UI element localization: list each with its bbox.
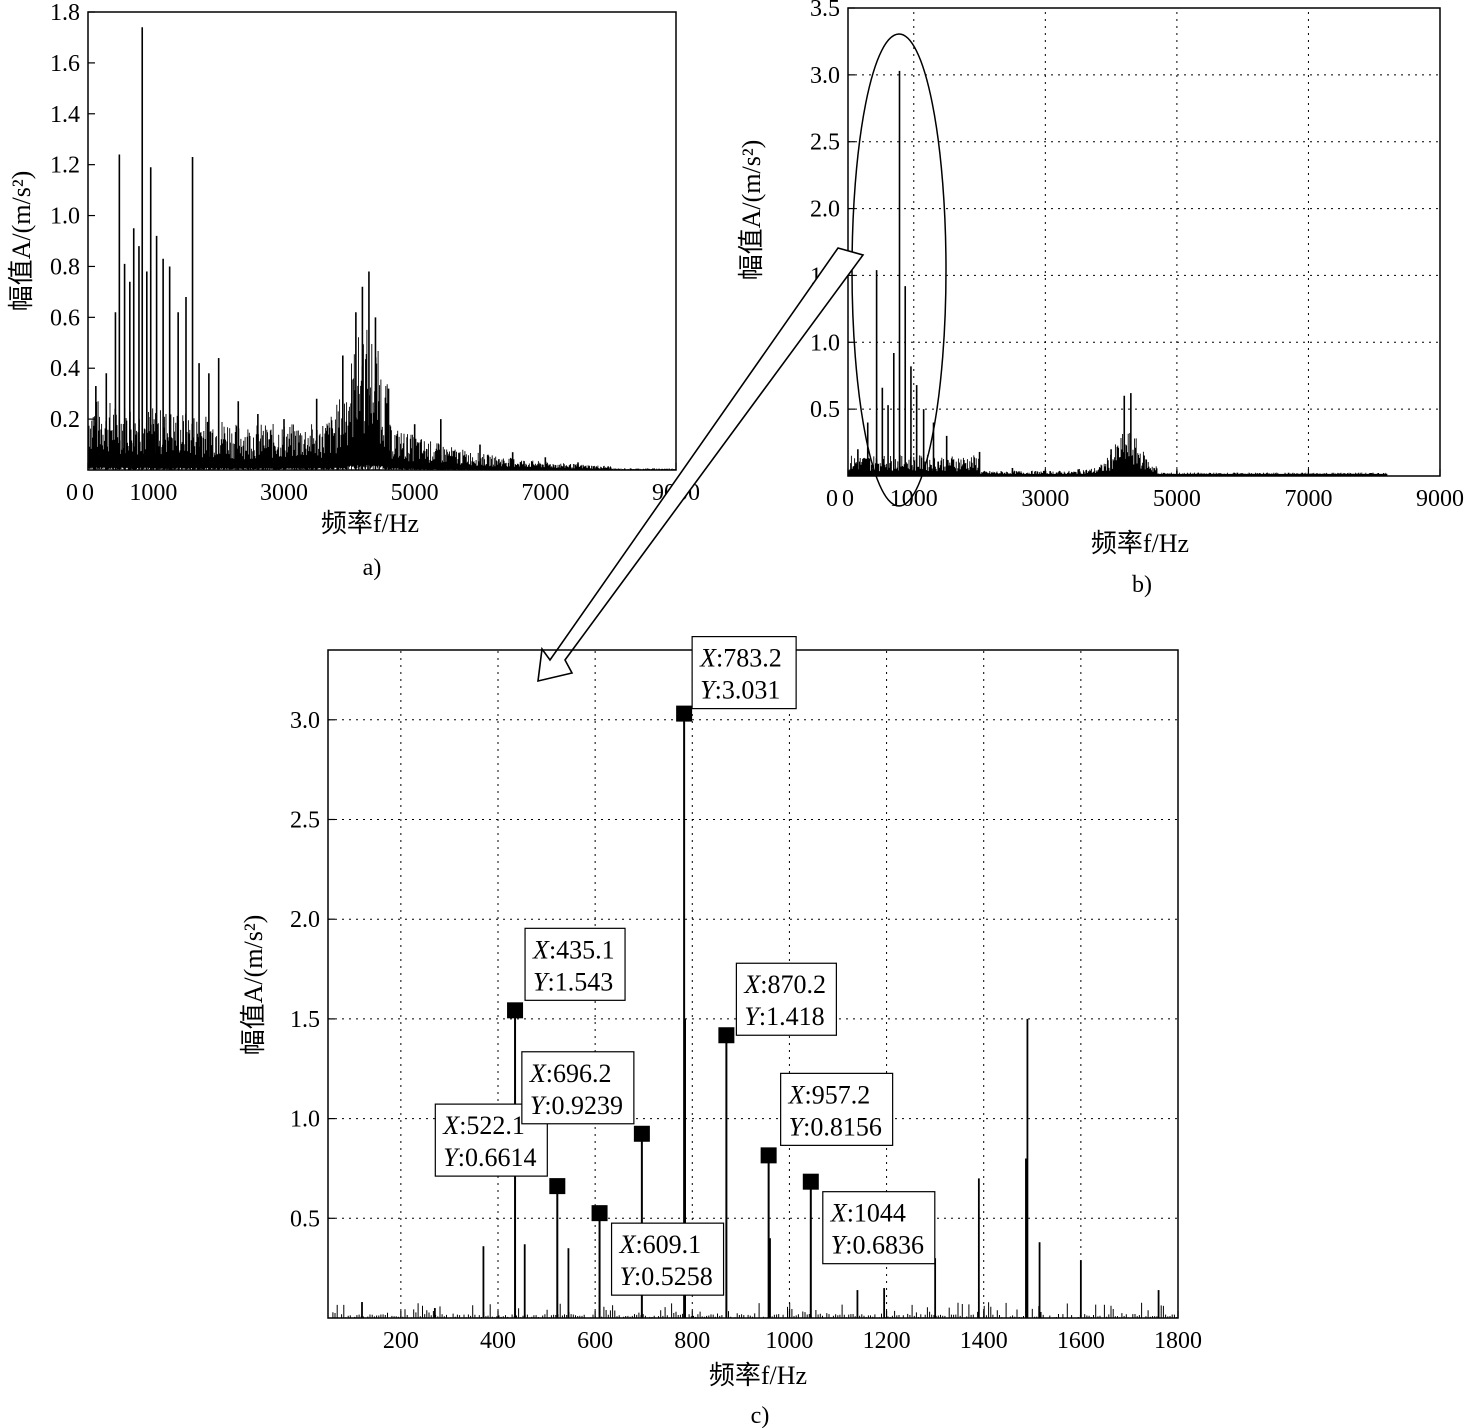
panel-c-caption: c) <box>751 1403 770 1428</box>
a-ytick-label: 0.2 <box>50 407 80 433</box>
panel-b-frame <box>847 7 1441 477</box>
panel-c-ylabel: 幅值A/(m/s²) <box>239 915 268 1056</box>
panel-b-ticks: 0100030005000700090000.51.01.52.02.53.03… <box>810 0 1464 512</box>
panel-a-caption: a) <box>363 555 382 581</box>
panel-c-datatip-x: X:957.2 <box>788 1080 871 1109</box>
b-xtick-label: 0 <box>842 486 854 512</box>
panel-c-datatip-marker <box>760 1147 777 1164</box>
panel-c-datatip-y: Y:3.031 <box>700 676 780 705</box>
panel-c-datatip-x: X:609.1 <box>619 1230 702 1259</box>
a-xtick-label: 0 <box>82 480 94 506</box>
panel-c-datatip-x: X:435.1 <box>532 935 615 964</box>
panel-a-ylabel: 幅值A/(m/s²) <box>7 171 36 312</box>
c-xtick-label: 600 <box>577 1328 613 1354</box>
panel-a-spectrum <box>88 27 676 470</box>
panel-c-datatip-box <box>524 927 626 1001</box>
panel-b-ylabel: 幅值A/(m/s²) <box>737 140 766 281</box>
a-ytick-label: 0.8 <box>50 254 80 280</box>
c-xtick-label: 400 <box>480 1328 516 1354</box>
panel-c-datatip-x: X:783.2 <box>699 644 782 673</box>
panel-c-chart: 200 400 600 800 1000 1200 1400 1600 1800 0.5 1.0 1.… <box>239 636 1202 1428</box>
c-xtick-label: 800 <box>674 1328 710 1354</box>
a-ytick-label: 1.6 <box>50 51 80 77</box>
panel-a-frame <box>87 11 677 471</box>
panel-b-noise <box>848 433 1388 476</box>
a-xtick-label: 5000 <box>391 480 439 506</box>
a-ytick-label: 0.4 <box>50 356 80 382</box>
b-ytick-label: 3.0 <box>810 63 840 89</box>
b-xtick-label: 7000 <box>1284 486 1332 512</box>
c-xtick-label: 1800 <box>1154 1328 1202 1354</box>
a-xtick-label: 7000 <box>521 480 569 506</box>
panel-c-datatip-box <box>521 1051 635 1125</box>
a-ytick-label: 1.2 <box>50 153 80 179</box>
c-xtick-label: 1200 <box>863 1328 911 1354</box>
panel-c-datatip-box <box>691 636 797 710</box>
panel-c-datatip-marker <box>676 705 693 722</box>
panel-c-datatips: X:435.1 Y:1.543 X:522.1 Y:0.6614 X:609.1 Y:0.… <box>434 636 936 1296</box>
c-ytick-label: 1.0 <box>290 1107 320 1133</box>
b-xtick-label: 1000 <box>890 486 938 512</box>
panel-c-datatip-marker <box>802 1173 819 1190</box>
b-origin-label: 0 <box>826 486 838 512</box>
b-ytick-label: 1.0 <box>810 330 840 356</box>
a-xtick-label: 1000 <box>129 480 177 506</box>
c-ytick-label: 2.0 <box>290 907 320 933</box>
panel-c-noise <box>332 1302 1177 1318</box>
a-ytick-label: 1.0 <box>50 204 80 230</box>
b-xtick-label: 9000 <box>1416 486 1464 512</box>
panel-c-datatip-y: Y:0.5258 <box>620 1262 713 1291</box>
panel-a-noise <box>88 329 676 470</box>
c-ytick-label: 0.5 <box>290 1206 320 1232</box>
panel-c-xlabel: 频率f/Hz <box>709 1361 807 1390</box>
b-ytick-label: 2.0 <box>810 197 840 223</box>
panel-c-datatip-marker <box>633 1125 650 1142</box>
zoom-arrow <box>537 247 865 683</box>
panel-c-datatip-y: Y:0.8156 <box>789 1112 882 1141</box>
panel-c-datatip-x: X:870.2 <box>743 970 826 999</box>
panel-c-datatip-y: Y:1.543 <box>533 967 613 996</box>
panel-a-chart: 0100030005000700090000.20.40.60.81.01.21… <box>7 0 700 581</box>
panel-c-datatip-box <box>822 1191 936 1265</box>
a-ytick-label: 1.4 <box>50 102 80 128</box>
panel-c-datatip-y: Y:0.9239 <box>530 1091 623 1120</box>
a-origin-label: 0 <box>66 480 78 506</box>
a-ytick-label: 1.8 <box>50 0 80 26</box>
b-xtick-label: 3000 <box>1021 486 1069 512</box>
panel-b-chart: 0100030005000700090000.51.01.52.02.53.03… <box>737 0 1464 598</box>
c-xtick-label: 1400 <box>960 1328 1008 1354</box>
b-ytick-label: 3.5 <box>810 0 840 22</box>
a-xtick-label: 3000 <box>260 480 308 506</box>
c-xtick-label: 1600 <box>1057 1328 1105 1354</box>
c-xtick-label: 200 <box>383 1328 419 1354</box>
a-ytick-label: 0.6 <box>50 305 80 331</box>
panel-c-datatip-box <box>780 1072 894 1146</box>
panel-a-ticks: 0100030005000700090000.20.40.60.81.01.21… <box>50 0 700 506</box>
panel-c-datatip-marker <box>718 1027 735 1044</box>
panel-c-ticks: 200 400 600 800 1000 1200 1400 1600 1800 0.5 1.0 1.… <box>290 708 1202 1354</box>
panel-c-datatip-y: Y:1.418 <box>744 1002 824 1031</box>
panel-c-datatip-box <box>735 962 837 1036</box>
panel-b-xlabel: 频率f/Hz <box>1091 529 1189 558</box>
panel-b-caption: b) <box>1132 572 1152 598</box>
panel-c-datatip-x: X:1044 <box>830 1199 906 1228</box>
panel-c-datatip-marker <box>591 1205 608 1222</box>
panel-c-datatip-x: X:696.2 <box>529 1059 612 1088</box>
panel-c-datatip-y: Y:0.6836 <box>831 1231 924 1260</box>
c-ytick-label: 2.5 <box>290 807 320 833</box>
panel-c-datatip-marker <box>507 1002 524 1019</box>
panel-a-xlabel: 频率f/Hz <box>321 509 419 538</box>
panel-c-datatip-box <box>610 1222 725 1296</box>
panel-c-datatip-y: Y:0.6614 <box>443 1143 536 1172</box>
c-ytick-label: 3.0 <box>290 708 320 734</box>
b-ytick-label: 0.5 <box>810 397 840 423</box>
b-xtick-label: 5000 <box>1153 486 1201 512</box>
c-xtick-label: 1000 <box>765 1328 813 1354</box>
panel-b-spectrum <box>848 70 1388 476</box>
b-ytick-label: 2.5 <box>810 130 840 156</box>
panel-c-datatip-marker <box>549 1178 566 1195</box>
c-ytick-label: 1.5 <box>290 1007 320 1033</box>
panel-c-datatip-x: X:522.1 <box>442 1111 525 1140</box>
